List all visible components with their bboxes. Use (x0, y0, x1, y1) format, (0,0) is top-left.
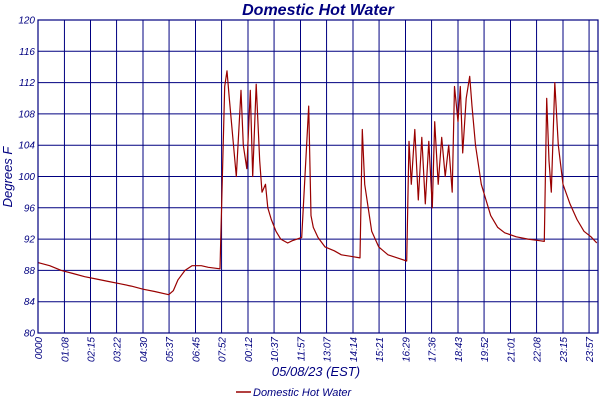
x-tick-label: 05:37 (165, 337, 176, 362)
y-tick-label: 92 (24, 235, 36, 246)
x-tick-label: 19:52 (480, 337, 491, 362)
y-tick-label: 96 (24, 203, 36, 214)
y-tick-label: 108 (18, 109, 35, 120)
x-tick-label: 13:07 (323, 337, 334, 362)
x-tick-label: 0000 (34, 337, 45, 360)
y-tick-label: 120 (18, 16, 35, 27)
x-tick-label: 23:57 (585, 337, 596, 363)
x-tick-label: 02:15 (87, 337, 98, 362)
x-tick-label: 18:43 (454, 337, 465, 362)
x-tick-label: 21:01 (507, 337, 518, 363)
series-layer (37, 70, 598, 296)
x-tick-label: 16:29 (402, 337, 413, 362)
y-tick-label: 88 (24, 266, 36, 277)
x-tick-label: 14:14 (349, 337, 360, 362)
x-tick-label: 01:08 (60, 337, 71, 362)
grid (37, 19, 598, 334)
y-tick-labels: 80 84 88 92 96 100 104 108 112 116 120 (18, 16, 35, 340)
y-tick-label: 100 (18, 172, 35, 183)
x-axis-label: 05/08/23 (EST) (272, 364, 360, 379)
x-tick-label: 17:36 (428, 337, 439, 362)
plot-border (37, 19, 599, 334)
series-line (37, 70, 598, 296)
x-tick-label: 03:22 (113, 337, 124, 362)
x-tick-label: 04:30 (139, 337, 150, 362)
axes (37, 19, 599, 334)
legend: Domestic Hot Water (236, 387, 353, 399)
x-tick-label: 15:21 (375, 337, 386, 362)
y-tick-label: 104 (18, 141, 35, 152)
x-tick-label: 22:08 (533, 337, 544, 363)
chart-title: Domestic Hot Water (242, 2, 395, 19)
x-tick-labels: 0000 01:08 02:15 03:22 04:30 05:37 06:45 07:52 0… (34, 337, 596, 363)
y-tick-label: 112 (19, 78, 35, 89)
x-tick-label: 10:37 (270, 337, 281, 362)
legend-label: Domestic Hot Water (253, 387, 353, 399)
x-tick-label: 00:12 (244, 337, 255, 362)
y-axis-label: Degrees F (0, 146, 15, 208)
y-tick-label: 84 (24, 297, 36, 308)
x-tick-label: 23:15 (559, 337, 570, 363)
y-tick-label: 116 (19, 47, 35, 58)
y-tick-label: 80 (24, 329, 36, 340)
x-tick-label: 06:45 (192, 337, 203, 362)
x-tick-label: 11:57 (297, 337, 308, 362)
x-tick-label: 07:52 (218, 337, 229, 362)
